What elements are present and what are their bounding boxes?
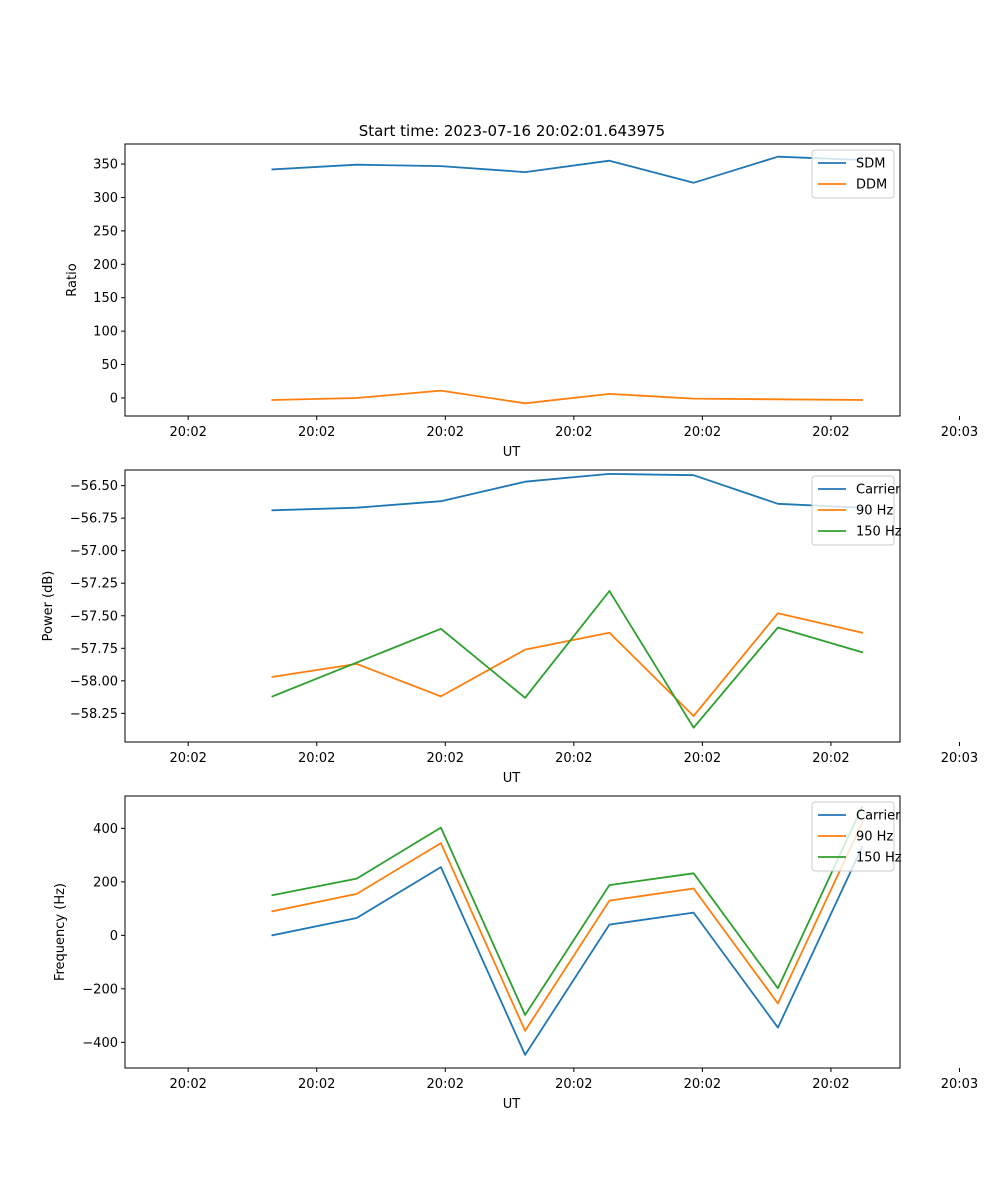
axes-frame bbox=[124, 795, 901, 1069]
y-tick-label: −57.25 bbox=[70, 577, 118, 592]
y-axis-label: Ratio bbox=[65, 263, 80, 296]
axes-frame bbox=[124, 469, 901, 743]
y-axis-label: Power (dB) bbox=[41, 571, 56, 642]
axes-frame bbox=[124, 143, 901, 417]
x-tick-label: 20:02 bbox=[298, 1077, 335, 1092]
y-tick-label: −57.50 bbox=[70, 609, 118, 624]
y-tick-label: 0 bbox=[110, 929, 118, 944]
x-tick-label: 20:02 bbox=[812, 1077, 849, 1092]
series-line-ddm bbox=[271, 389, 864, 405]
legend-label: 90 Hz bbox=[856, 830, 893, 845]
subplot-2: 20:02 20:02 20:02 20:02 20:02 20:02 20:03 −56.5… bbox=[41, 469, 978, 786]
x-axis-label: UT bbox=[503, 1097, 521, 1112]
subplot-1: 20:02 20:02 20:02 20:02 20:02 20:02 20:03 0 50 10… bbox=[65, 143, 978, 460]
legend-label: Carrier bbox=[856, 809, 901, 824]
y-tick-label: 0 bbox=[110, 391, 118, 406]
series-line-150-hz bbox=[271, 805, 864, 1016]
legend: SDM DDM bbox=[811, 149, 895, 199]
y-tick-label: 200 bbox=[93, 875, 118, 890]
series-line-90-hz bbox=[271, 821, 864, 1032]
x-tick-label: 20:02 bbox=[812, 751, 849, 766]
x-tick-label: 20:02 bbox=[555, 1077, 592, 1092]
y-tick-label: 250 bbox=[93, 224, 118, 239]
y-tick-label: 200 bbox=[93, 258, 118, 273]
x-tick-label: 20:02 bbox=[555, 751, 592, 766]
y-tick-label: −56.75 bbox=[70, 512, 118, 527]
legend-box bbox=[811, 475, 895, 546]
x-tick-label: 20:02 bbox=[427, 751, 464, 766]
y-tick-label: 350 bbox=[93, 158, 118, 173]
panels: 20:02 20:02 20:02 20:02 20:02 20:02 20:03 0 50 10… bbox=[41, 143, 978, 1112]
y-tick-label: −58.00 bbox=[70, 674, 118, 689]
legend-label: 150 Hz bbox=[856, 525, 902, 540]
subplot-3: 20:02 20:02 20:02 20:02 20:02 20:02 20:03 −400 −… bbox=[53, 795, 978, 1112]
x-tick-label: 20:02 bbox=[555, 425, 592, 440]
x-tick-label: 20:02 bbox=[812, 425, 849, 440]
x-tick-label: 20:02 bbox=[169, 1077, 206, 1092]
x-tick-label: 20:03 bbox=[941, 751, 978, 766]
y-axis-label: Frequency (Hz) bbox=[53, 883, 68, 981]
series-line-sdm bbox=[271, 155, 864, 184]
y-tick-label: −200 bbox=[82, 982, 118, 997]
y-tick-label: 400 bbox=[93, 822, 118, 837]
x-tick-label: 20:02 bbox=[169, 425, 206, 440]
x-axis-label: UT bbox=[503, 771, 521, 786]
legend-label: Carrier bbox=[856, 483, 901, 498]
series-line-carrier bbox=[271, 472, 864, 512]
x-tick-label: 20:02 bbox=[427, 1077, 464, 1092]
y-tick-label: −58.25 bbox=[70, 707, 118, 722]
legend-label: 150 Hz bbox=[856, 851, 902, 866]
x-tick-label: 20:02 bbox=[298, 751, 335, 766]
legend-label: 90 Hz bbox=[856, 504, 893, 519]
legend-label: DDM bbox=[856, 178, 887, 193]
y-tick-label: 50 bbox=[101, 358, 118, 373]
y-tick-label: 300 bbox=[93, 191, 118, 206]
y-tick-label: −57.00 bbox=[70, 544, 118, 559]
x-tick-label: 20:02 bbox=[169, 751, 206, 766]
series-line-carrier bbox=[271, 845, 864, 1056]
x-tick-label: 20:03 bbox=[941, 1077, 978, 1092]
series-line-150-hz bbox=[271, 590, 864, 729]
legend-box bbox=[811, 149, 895, 199]
chart-title: Start time: 2023-07-16 20:02:01.643975 bbox=[359, 122, 665, 140]
x-tick-label: 20:02 bbox=[684, 751, 721, 766]
y-tick-label: −57.75 bbox=[70, 642, 118, 657]
legend: Carrier 90 Hz 150 Hz bbox=[811, 475, 902, 546]
legend-box bbox=[811, 801, 895, 872]
legend: Carrier 90 Hz 150 Hz bbox=[811, 801, 902, 872]
y-tick-label: −56.50 bbox=[70, 479, 118, 494]
y-tick-label: −400 bbox=[82, 1036, 118, 1051]
x-tick-label: 20:03 bbox=[941, 425, 978, 440]
series-line-90-hz bbox=[271, 612, 864, 717]
legend-label: SDM bbox=[856, 157, 885, 172]
x-tick-label: 20:02 bbox=[684, 425, 721, 440]
x-tick-label: 20:02 bbox=[298, 425, 335, 440]
y-tick-label: 150 bbox=[93, 291, 118, 306]
x-axis-label: UT bbox=[503, 445, 521, 460]
x-tick-label: 20:02 bbox=[427, 425, 464, 440]
x-tick-label: 20:02 bbox=[684, 1077, 721, 1092]
y-tick-label: 100 bbox=[93, 325, 118, 340]
